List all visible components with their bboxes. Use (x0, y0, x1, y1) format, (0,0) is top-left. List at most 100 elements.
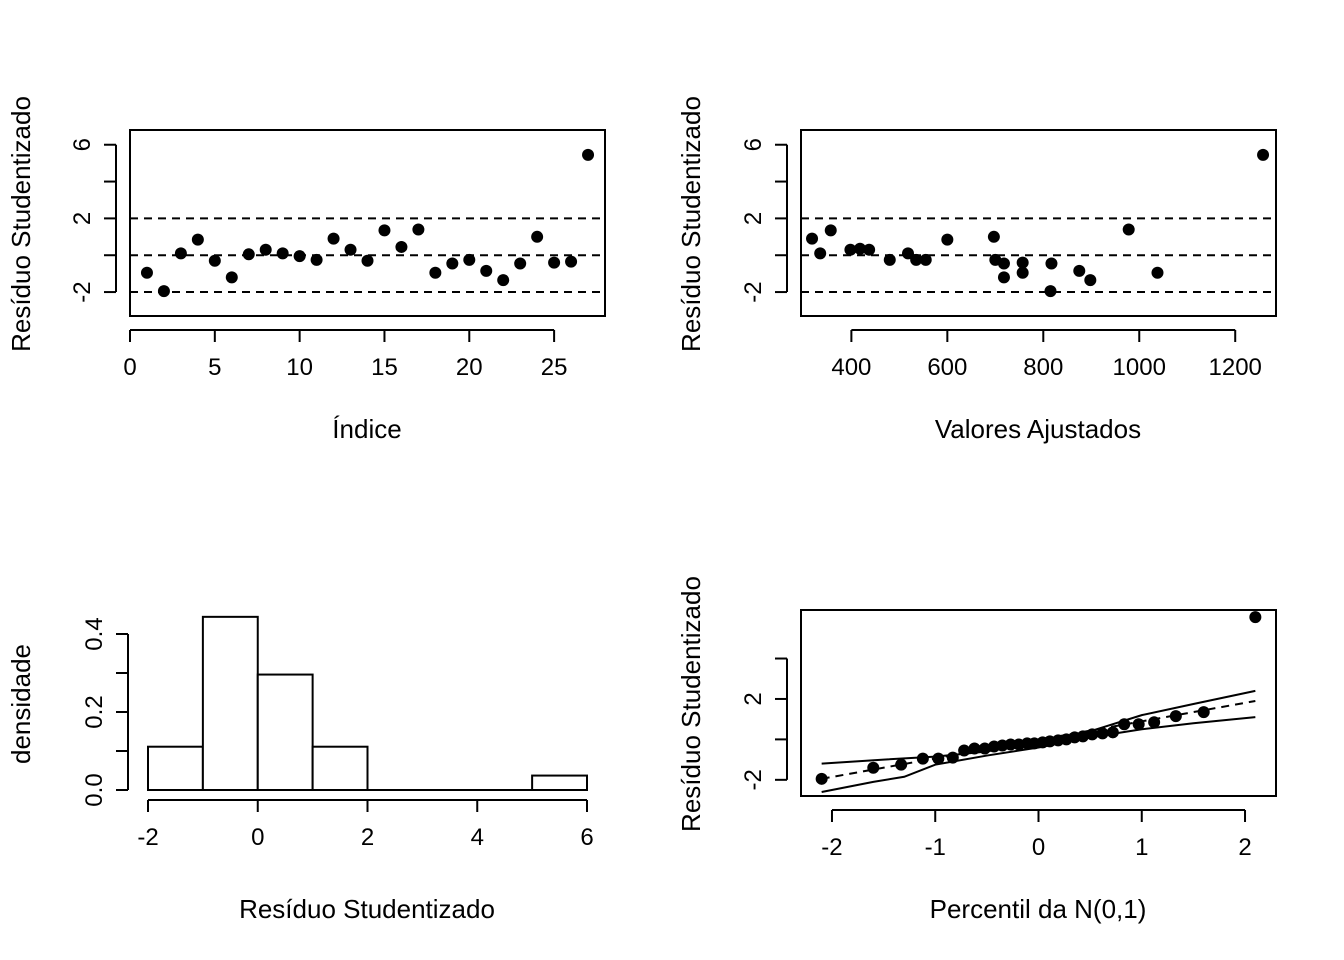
data-point (1004, 738, 1017, 751)
data-point (1132, 718, 1145, 731)
data-point (997, 271, 1010, 284)
data-point (242, 248, 255, 261)
y-axis-title: Resíduo Studentizado (676, 576, 706, 832)
data-point (946, 751, 959, 764)
y-tick-label: -2 (69, 281, 96, 302)
x-tick-label: 25 (541, 354, 568, 381)
data-point (582, 148, 595, 161)
y-tick-label: 0.2 (81, 695, 108, 728)
x-axis-title: Valores Ajustados (935, 414, 1141, 444)
histogram-bar (201, 615, 259, 792)
data-point (259, 243, 272, 256)
data-point (344, 243, 357, 256)
x-tick-label: 0 (123, 354, 136, 381)
y-tick-label: 6 (69, 138, 96, 151)
x-axis-title: Percentil da N(0,1) (930, 894, 1147, 924)
histogram-bar (147, 745, 204, 792)
data-point (1148, 716, 1161, 729)
y-tick-label: 2 (740, 212, 767, 225)
data-point (293, 250, 306, 263)
y-tick-label: 0.0 (81, 773, 108, 806)
data-point (446, 257, 459, 270)
histogram-bar (256, 673, 314, 791)
data-point (978, 742, 991, 755)
data-point (958, 744, 971, 757)
data-point (531, 230, 544, 243)
data-point (276, 247, 289, 260)
y-tick-label: 2 (69, 212, 96, 225)
data-point (895, 758, 908, 771)
data-point (867, 761, 880, 774)
data-point (310, 253, 323, 266)
data-point (941, 233, 954, 246)
x-tick-label: 10 (286, 354, 313, 381)
y-tick-label: 0.4 (81, 617, 108, 650)
x-tick-label: 15 (371, 354, 398, 381)
data-point (968, 742, 981, 755)
y-tick-label: -2 (740, 769, 767, 790)
panel-residuals-vs-fitted: 400 600 800 1000 1200 -2 2 6 Valores Ajustados Re… (676, 96, 1277, 444)
envelope-lower-line (821, 716, 1256, 793)
x-tick-label: -2 (137, 824, 158, 851)
y-tick-label: 2 (740, 692, 767, 705)
data-point (191, 233, 204, 246)
data-point (854, 242, 867, 255)
x-tick-label: 600 (927, 354, 967, 381)
data-point (1118, 718, 1131, 731)
data-point (1122, 223, 1135, 236)
data-point (480, 264, 493, 277)
plot-frame (129, 129, 606, 317)
data-point (157, 285, 170, 298)
y-axis-title: Resíduo Studentizado (6, 96, 36, 352)
data-point (1086, 728, 1099, 741)
data-point (208, 254, 221, 267)
data-point (987, 230, 1000, 243)
data-point (997, 257, 1010, 270)
histogram-bar (311, 745, 369, 792)
data-point (806, 232, 819, 245)
y-axis-title: densidade (6, 644, 36, 764)
panel-normal-qq: -2 -1 0 1 2 -2 2 Percentil da N(0,1) Resíduo Stu… (676, 576, 1277, 924)
data-point (1257, 148, 1270, 161)
data-point (863, 243, 876, 256)
x-tick-label: 0 (251, 824, 264, 851)
data-point (1073, 264, 1086, 277)
data-point (1197, 706, 1210, 719)
x-tick-label: 800 (1023, 354, 1063, 381)
panel-histogram: -2 0 2 4 6 0.0 0.2 0.4 Resíduo Studentizado densi… (6, 615, 594, 924)
histogram-bar (531, 774, 588, 792)
plot-frame (800, 609, 1277, 797)
data-point (378, 224, 391, 237)
x-tick-label: 5 (208, 354, 221, 381)
data-point (497, 274, 510, 287)
y-tick-label: 6 (740, 138, 767, 151)
x-tick-label: 4 (471, 824, 484, 851)
data-point (1096, 727, 1109, 740)
data-point (1249, 611, 1262, 624)
data-point (174, 247, 187, 260)
envelope-upper-line (821, 689, 1256, 765)
data-point (429, 266, 442, 279)
x-tick-label: 400 (831, 354, 871, 381)
data-point (1084, 274, 1097, 287)
data-point (463, 253, 476, 266)
y-tick-label: -2 (740, 281, 767, 302)
data-point (225, 271, 238, 284)
data-point (361, 254, 374, 267)
data-point (548, 256, 561, 269)
data-point (919, 253, 932, 266)
y-axis-title: Resíduo Studentizado (676, 96, 706, 352)
data-point (1016, 266, 1029, 279)
data-point (883, 253, 896, 266)
data-point (1106, 726, 1119, 739)
data-point (815, 772, 828, 785)
data-point (901, 247, 914, 260)
data-point (910, 253, 923, 266)
plot-frame (800, 129, 1277, 317)
x-tick-label: 1 (1135, 834, 1148, 861)
x-tick-label: 1200 (1209, 354, 1262, 381)
data-point (395, 240, 408, 253)
data-point (1151, 266, 1164, 279)
data-point (844, 243, 857, 256)
